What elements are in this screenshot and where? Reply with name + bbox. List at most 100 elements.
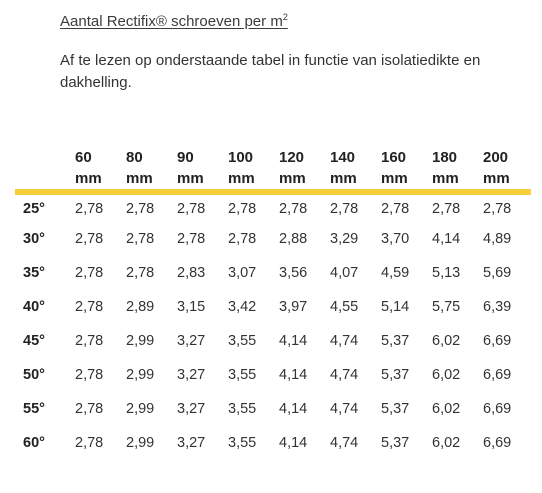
table-cell: 2,78 [126, 200, 155, 217]
table-cell: 2,78 [279, 200, 308, 217]
table-cell: 4,74 [330, 333, 359, 349]
table-cell: 4,55 [330, 299, 359, 315]
heading-superscript: 2 [282, 12, 288, 22]
table-row: 40° 2,78 2,89 3,15 3,42 3,97 4,55 5,14 5,75 6,39 [15, 290, 531, 324]
table-cell: 5,75 [432, 299, 461, 315]
column-header: 180 mm [429, 143, 480, 195]
row-slope: 50° [23, 367, 45, 383]
intro-text: Af te lezen op onderstaande tabel in fun… [60, 52, 481, 91]
table-cell: 5,69 [483, 265, 512, 281]
table-cell: 2,78 [75, 333, 104, 349]
table-cell: 6,02 [432, 401, 461, 417]
table-cell: 3,29 [330, 231, 359, 247]
table-cell: 4,14 [279, 367, 308, 383]
table-cell: 2,78 [330, 200, 359, 217]
row-slope: 55° [23, 401, 45, 417]
table-cell: 4,59 [381, 265, 410, 281]
column-header: 100 mm [225, 143, 276, 195]
table-cell: 2,78 [75, 299, 104, 315]
column-header: 120 mm [276, 143, 327, 195]
column-thickness: 60 [75, 149, 92, 166]
table-cell: 4,14 [279, 333, 308, 349]
table-cell: 4,14 [279, 401, 308, 417]
table-cell: 2,99 [126, 367, 155, 383]
table-cell: 3,07 [228, 265, 257, 281]
row-slope: 25° [23, 200, 45, 217]
column-unit: mm [228, 170, 255, 187]
table-cell: 5,14 [381, 299, 410, 315]
table-cell: 4,07 [330, 265, 359, 281]
table-cell: 2,78 [228, 231, 257, 247]
header-corner [15, 143, 72, 195]
row-slope: 30° [23, 231, 45, 247]
table-cell: 5,37 [381, 333, 410, 349]
row-slope: 60° [23, 435, 45, 451]
table-cell: 2,99 [126, 401, 155, 417]
column-header: 140 mm [327, 143, 378, 195]
table-cell: 2,78 [75, 265, 104, 281]
table-cell: 2,78 [75, 200, 104, 217]
column-thickness: 80 [126, 149, 143, 166]
table-cell: 2,78 [177, 231, 206, 247]
table-cell: 5,13 [432, 265, 461, 281]
column-thickness: 140 [330, 149, 356, 166]
table-cell: 2,89 [126, 299, 155, 315]
table-cell: 5,37 [381, 367, 410, 383]
table-cell: 5,37 [381, 435, 410, 451]
column-unit: mm [126, 170, 153, 187]
table-row: 60° 2,78 2,99 3,27 3,55 4,14 4,74 5,37 6,02 6,69 [15, 426, 531, 460]
table-cell: 4,74 [330, 401, 359, 417]
table-row: 55° 2,78 2,99 3,27 3,55 4,14 4,74 5,37 6,02 6,69 [15, 392, 531, 426]
column-unit: mm [483, 170, 510, 187]
column-unit: mm [330, 170, 357, 187]
table-cell: 6,02 [432, 333, 461, 349]
column-header: 80 mm [123, 143, 174, 195]
heading-text: Aantal Rectifix® schroeven per m [60, 13, 283, 30]
column-header: 60 mm [72, 143, 123, 195]
table-cell: 2,78 [432, 200, 461, 217]
table-cell: 2,78 [483, 200, 512, 217]
table-cell: 4,74 [330, 435, 359, 451]
table-cell: 3,55 [228, 367, 257, 383]
column-header: 160 mm [378, 143, 429, 195]
column-thickness: 120 [279, 149, 305, 166]
table-header: 60 mm 80 mm 90 mm 100 mm 120 mm 140 mm 160 mm 180 mm 200… [15, 143, 531, 195]
column-unit: mm [432, 170, 459, 187]
table-cell: 4,89 [483, 231, 512, 247]
column-unit: mm [279, 170, 306, 187]
column-header: 200 mm [480, 143, 531, 195]
table-cell: 6,69 [483, 333, 512, 349]
table-cell: 4,14 [279, 435, 308, 451]
table-cell: 2,99 [126, 333, 155, 349]
table-cell: 6,69 [483, 435, 512, 451]
table-cell: 4,14 [432, 231, 461, 247]
column-header: 90 mm [174, 143, 225, 195]
table-cell: 6,02 [432, 367, 461, 383]
table-cell: 3,70 [381, 231, 410, 247]
row-slope: 35° [23, 265, 45, 281]
table-cell: 3,27 [177, 435, 206, 451]
table-cell: 3,27 [177, 401, 206, 417]
table-cell: 6,69 [483, 401, 512, 417]
table-cell: 6,69 [483, 367, 512, 383]
table-cell: 2,83 [177, 265, 206, 281]
table-row: 45° 2,78 2,99 3,27 3,55 4,14 4,74 5,37 6,02 6,69 [15, 324, 531, 358]
table-cell: 2,78 [75, 435, 104, 451]
table-cell: 3,97 [279, 299, 308, 315]
table-cell: 3,15 [177, 299, 206, 315]
table-body: 25° 2,78 2,78 2,78 2,78 2,78 2,78 2,78 2,78 2,78 3… [15, 192, 531, 460]
table-cell: 4,74 [330, 367, 359, 383]
table-cell: 6,39 [483, 299, 512, 315]
header-row: 60 mm 80 mm 90 mm 100 mm 120 mm 140 mm 160 mm 180 mm 200… [15, 143, 531, 195]
table-cell: 2,78 [177, 200, 206, 217]
row-slope: 45° [23, 333, 45, 349]
table-cell: 2,78 [126, 231, 155, 247]
section-heading: Aantal Rectifix® schroeven per m2 [60, 12, 288, 30]
table-cell: 2,78 [75, 231, 104, 247]
column-thickness: 90 [177, 149, 194, 166]
table-cell: 2,78 [126, 265, 155, 281]
column-unit: mm [177, 170, 204, 187]
screws-table: 60 mm 80 mm 90 mm 100 mm 120 mm 140 mm 160 mm 180 mm 200… [15, 143, 531, 460]
table-cell: 2,78 [228, 200, 257, 217]
row-slope: 40° [23, 299, 45, 315]
